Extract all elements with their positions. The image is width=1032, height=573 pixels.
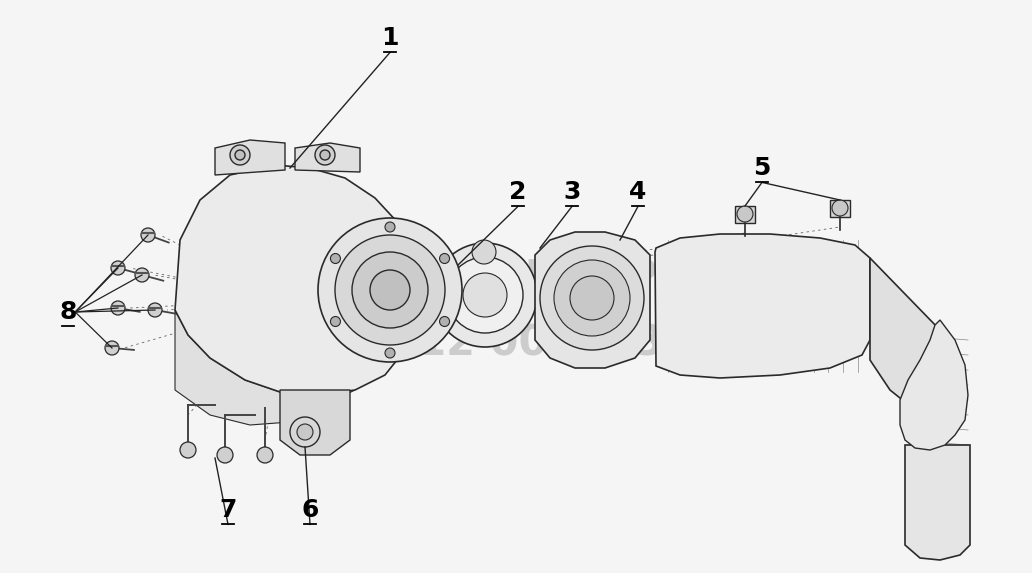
- Text: 2: 2: [510, 180, 526, 204]
- Text: +7 912 008 8 320: +7 912 008 8 320: [311, 323, 721, 365]
- Circle shape: [318, 218, 462, 362]
- Circle shape: [472, 240, 496, 264]
- Circle shape: [385, 222, 395, 232]
- Circle shape: [297, 424, 313, 440]
- Polygon shape: [280, 390, 350, 455]
- Circle shape: [440, 316, 450, 327]
- Text: 4: 4: [630, 180, 647, 204]
- Circle shape: [257, 447, 273, 463]
- Circle shape: [540, 246, 644, 350]
- Circle shape: [111, 301, 125, 315]
- Polygon shape: [830, 200, 850, 217]
- Circle shape: [832, 200, 848, 216]
- Polygon shape: [870, 258, 962, 420]
- Text: 1: 1: [381, 26, 398, 50]
- Circle shape: [148, 303, 162, 317]
- Text: 3: 3: [563, 180, 581, 204]
- Circle shape: [330, 253, 341, 264]
- Circle shape: [320, 150, 330, 160]
- Circle shape: [111, 261, 125, 275]
- Circle shape: [315, 145, 335, 165]
- Circle shape: [217, 447, 233, 463]
- Polygon shape: [905, 445, 970, 560]
- Text: 8: 8: [59, 300, 76, 324]
- Circle shape: [433, 243, 537, 347]
- Circle shape: [554, 260, 630, 336]
- Circle shape: [335, 235, 445, 345]
- Circle shape: [105, 341, 119, 355]
- Circle shape: [230, 145, 250, 165]
- Circle shape: [385, 348, 395, 358]
- Polygon shape: [655, 234, 870, 378]
- Text: 6: 6: [301, 498, 319, 522]
- Circle shape: [290, 417, 320, 447]
- Polygon shape: [535, 232, 650, 368]
- Circle shape: [447, 257, 523, 333]
- Circle shape: [330, 316, 341, 327]
- Circle shape: [235, 150, 245, 160]
- Polygon shape: [295, 143, 360, 172]
- Text: 7: 7: [220, 498, 236, 522]
- Circle shape: [180, 442, 196, 458]
- Circle shape: [370, 270, 410, 310]
- Polygon shape: [735, 206, 755, 223]
- Text: 5: 5: [753, 156, 771, 180]
- Circle shape: [141, 228, 155, 242]
- Circle shape: [352, 252, 428, 328]
- Circle shape: [737, 206, 753, 222]
- Circle shape: [570, 276, 614, 320]
- Polygon shape: [900, 320, 968, 450]
- Polygon shape: [215, 140, 285, 175]
- Text: www.dayersauto.ru: www.dayersauto.ru: [317, 252, 715, 286]
- Circle shape: [135, 268, 149, 282]
- Circle shape: [440, 253, 450, 264]
- Polygon shape: [175, 165, 415, 395]
- Circle shape: [463, 273, 507, 317]
- Polygon shape: [175, 310, 355, 425]
